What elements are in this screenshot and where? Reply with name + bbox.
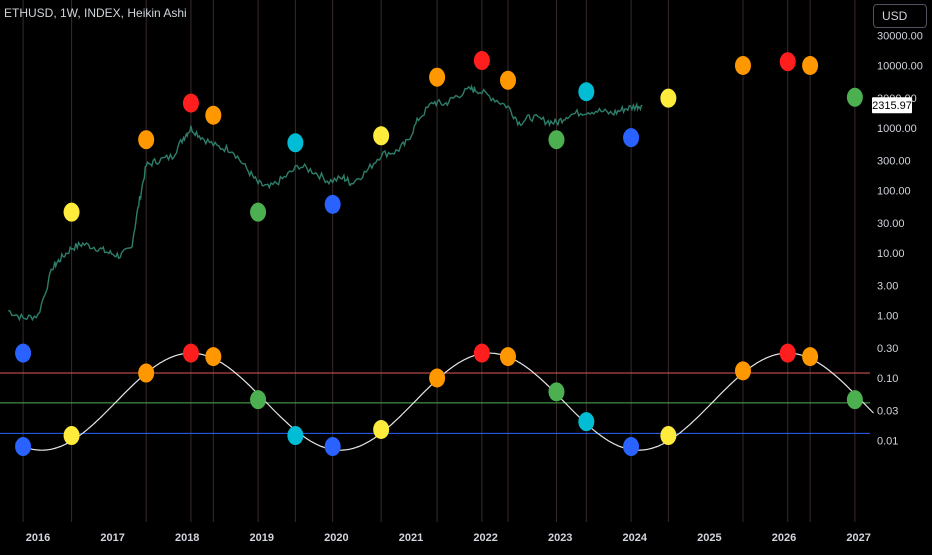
price-cycle-dot (182, 93, 199, 113)
currency-button[interactable]: USD (873, 4, 927, 28)
sine-cycle-dot (373, 419, 390, 439)
price-cycle-dot (623, 128, 640, 148)
x-tick-label: 2019 (250, 532, 274, 544)
x-tick-label: 2022 (473, 532, 497, 544)
sine-cycle-dot (779, 343, 796, 363)
current-price-box (872, 97, 912, 114)
x-tick-label: 2023 (548, 532, 572, 544)
cycle-dots (15, 51, 863, 457)
sine-cycle-dot (548, 382, 565, 402)
y-tick-label: 0.01 (877, 436, 898, 448)
price-line (8, 83, 643, 322)
price-cycle-dot (846, 87, 863, 107)
price-cycle-dot (324, 194, 341, 214)
y-tick-label: 1.00 (877, 311, 898, 323)
sine-cycle-dot (660, 426, 677, 446)
price-cycle-dot (660, 88, 677, 108)
y-tick-label: 0.30 (877, 343, 898, 355)
x-axis[interactable]: 2016 2017 2018 2019 2020 2021 2022 2023 2024 2025… (26, 532, 871, 544)
y-tick-label: 0.03 (877, 406, 898, 418)
price-series (8, 83, 643, 322)
sine-cycle-dot (182, 343, 199, 363)
price-cycle-dot (734, 56, 751, 75)
price-cycle-dot (429, 67, 446, 87)
sine-wave-series (15, 352, 874, 451)
sine-cycle-dot (846, 390, 863, 410)
y-tick-label: 3.00 (877, 281, 898, 293)
price-cycle-dot (499, 70, 516, 90)
x-tick-label: 2025 (697, 532, 721, 544)
sine-cycle-dot (499, 347, 516, 367)
y-tick-label: 10000.00 (877, 61, 923, 73)
sine-cycle-dot (473, 343, 490, 363)
price-cycle-dot (250, 202, 267, 222)
price-cycle-dot (15, 343, 32, 363)
sine-cycle-dot (15, 437, 32, 457)
price-cycle-dot (63, 202, 80, 222)
sine-line (15, 352, 874, 451)
x-tick-label: 2020 (324, 532, 348, 544)
price-cycle-dot (138, 130, 155, 150)
sine-cycle-dot (63, 426, 80, 446)
sine-cycle-dot (578, 412, 595, 432)
x-tick-label: 2026 (772, 532, 796, 544)
x-tick-label: 2021 (399, 532, 423, 544)
y-tick-label: 300.00 (877, 156, 911, 168)
price-cycle-dot (473, 51, 490, 71)
current-price-value: 2315.97 (872, 100, 912, 112)
sine-cycle-dot (623, 437, 640, 457)
sine-cycle-dot (205, 347, 222, 367)
x-tick-label: 2016 (26, 532, 50, 544)
price-cycle-dot (205, 105, 222, 125)
price-cycle-dot (287, 133, 304, 153)
y-tick-label: 30000.00 (877, 31, 923, 43)
sine-cycle-dot (250, 390, 267, 410)
current-price-label: 2315.97 (872, 97, 912, 114)
price-cycle-dot (802, 56, 819, 75)
y-tick-label: 0.10 (877, 373, 898, 385)
sine-cycle-dot (802, 347, 819, 367)
sine-cycle-dot (138, 363, 155, 383)
price-cycle-dot (548, 130, 565, 150)
y-tick-label: 100.00 (877, 186, 911, 198)
y-tick-label: 30.00 (877, 218, 905, 230)
sine-cycle-dot (734, 361, 751, 381)
symbol-title: ETHUSD, 1W, INDEX, Heikin Ashi (4, 6, 187, 20)
y-tick-label: 10.00 (877, 248, 905, 260)
x-tick-label: 2017 (100, 532, 124, 544)
sine-cycle-dot (287, 426, 304, 446)
sine-cycle-dot (324, 437, 341, 457)
x-tick-label: 2027 (846, 532, 870, 544)
price-cycle-dot (373, 126, 390, 146)
y-axis[interactable]: 30000.0010000.003000.001000.00300.00100.… (877, 31, 923, 448)
price-cycle-dot (779, 52, 796, 72)
x-tick-label: 2024 (623, 532, 648, 544)
price-cycle-dot (578, 82, 595, 102)
sine-cycle-dot (429, 368, 446, 388)
y-tick-label: 1000.00 (877, 123, 917, 135)
x-tick-label: 2018 (175, 532, 199, 544)
